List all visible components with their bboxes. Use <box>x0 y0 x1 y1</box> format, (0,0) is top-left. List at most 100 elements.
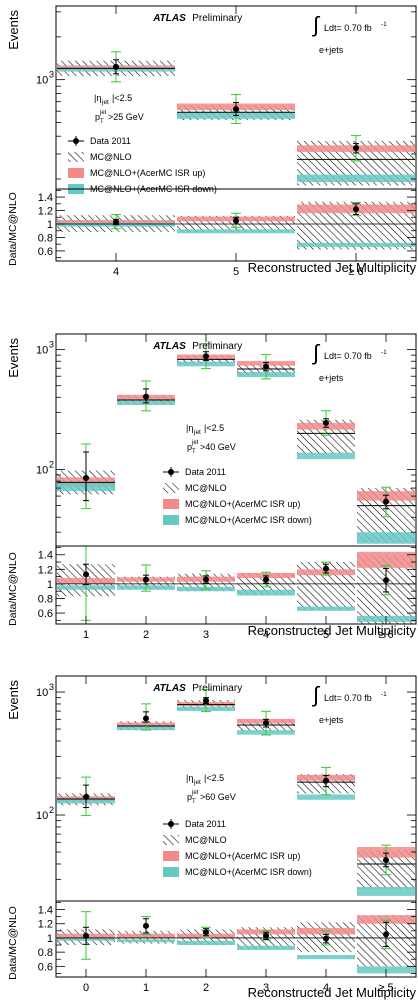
preliminary-label: Preliminary <box>192 683 242 694</box>
channel-label: e+jets <box>319 715 344 725</box>
data-point <box>263 363 269 370</box>
y-axis-title: Events <box>6 680 21 720</box>
legend-data-label: Data 2011 <box>185 819 226 829</box>
cut-pt: p <box>187 792 192 802</box>
isr-down-band <box>357 886 415 896</box>
ratio-isr-down-band <box>117 939 175 943</box>
cut-pt-rest: >25 GeV <box>108 112 144 122</box>
ratio-y-tick-label: 1.4 <box>38 905 53 917</box>
lumi-text: Ldt= 0.70 fb <box>324 23 372 33</box>
legend-isr-down-label: MC@NLO+(AcerMC ISR down) <box>185 515 312 525</box>
y-tick-label: 10 <box>36 687 48 699</box>
ratio-y-axis-title: Data/MC@NLO <box>7 192 19 266</box>
ratio-point <box>83 932 89 939</box>
data-point <box>83 474 89 481</box>
ratio-y-tick-label: 1.2 <box>38 919 53 931</box>
lumi-superscript: -1 <box>381 691 387 698</box>
data-point <box>323 777 329 784</box>
legend-data-label: Data 2011 <box>185 467 226 477</box>
ratio-point <box>83 571 89 578</box>
ratio-y-axis-title: Data/MC@NLO <box>7 552 19 626</box>
legend-isr-up-label: MC@NLO+(AcerMC ISR up) <box>185 851 300 861</box>
x-tick-label: 2 <box>203 982 209 994</box>
ratio-y-tick-label: 0.8 <box>38 947 53 959</box>
ratio-point <box>203 929 209 936</box>
y-tick-label-sup: 2 <box>49 459 54 469</box>
ratio-point <box>323 565 329 572</box>
data-point <box>323 419 329 426</box>
ratio-point <box>383 931 389 938</box>
data-point <box>143 715 149 722</box>
cut-eta-sub: jet <box>193 779 201 786</box>
ratio-point <box>143 576 149 583</box>
cut-eta-sub: jet <box>193 429 201 436</box>
lumi-integral: ∫ <box>311 682 321 707</box>
legend-isr-down-swatch <box>163 515 179 525</box>
legend-isr-down-label: MC@NLO+(AcerMC ISR down) <box>185 867 312 877</box>
legend-isr-up-swatch <box>163 851 179 861</box>
x-tick-label: 4 <box>113 266 119 278</box>
legend-mcnlo-swatch <box>68 152 84 162</box>
ratio-plot: 0.6 0.811.2 1.4 Data/MC@NLO 4 5 ≥ 6Reconstruct… <box>7 188 417 278</box>
lumi-text: Ldt= 0.70 fb <box>324 351 372 361</box>
ratio-isr-down-band <box>237 945 295 951</box>
y-tick-label-sup: 3 <box>49 70 54 80</box>
cut-pt-sup: jet <box>191 440 199 446</box>
x-tick-label: 3 <box>263 982 269 994</box>
ratio-y-tick-label: 0.6 <box>38 961 53 973</box>
legend-mcnlo-swatch <box>163 835 179 845</box>
cut-eta: |η <box>186 773 193 783</box>
ratio-point <box>383 577 389 584</box>
cut-pt-sup: jet <box>99 110 107 116</box>
ratio-plot: 0.6 0.8 1 1.2 1.4 Data/MC@NLO 0 1 2 3 4 ≥ 5Reconstr… <box>7 900 417 1000</box>
x-tick-label: 5 <box>233 266 239 278</box>
ratio-point <box>263 932 269 939</box>
legend-data-marker <box>168 821 174 827</box>
ratio-y-axis-title: Data/MC@NLO <box>7 906 19 980</box>
legend-isr-up-label: MC@NLO+(AcerMC ISR up) <box>90 168 205 178</box>
ratio-plot: 0.6 0.8 1 1.2 1.4 Data/MC@NLO 1 2 3 4 5 ≥ 6Reconstr… <box>7 545 417 641</box>
cut-pt-sup: jet <box>191 790 199 796</box>
data-point <box>263 720 269 727</box>
x-tick-label: 2 <box>143 629 149 641</box>
ratio-y-tick-label: 0.6 <box>38 608 53 620</box>
ratio-isr-down-band <box>297 242 415 247</box>
data-point <box>383 857 389 864</box>
ratio-isr-up-band <box>357 551 415 568</box>
x-tick-label: 1 <box>143 982 149 994</box>
y-tick-label: 10 <box>36 345 48 357</box>
y-tick-label: 10 <box>36 464 48 476</box>
ratio-isr-down-band <box>177 940 235 946</box>
ratio-y-tick-label: 0.8 <box>38 232 53 244</box>
y-tick-label: 10 <box>36 75 48 87</box>
x-axis-title: Reconstructed Jet Multiplicity <box>248 260 417 275</box>
ratio-y-tick-label: 1.2 <box>38 564 53 576</box>
lumi-superscript: -1 <box>381 349 387 356</box>
legend-data-marker <box>73 138 79 144</box>
channel-label: e+jets <box>319 45 344 55</box>
data-point <box>83 794 89 801</box>
data-point <box>383 498 389 505</box>
atlas-label: ATLAS <box>152 13 186 24</box>
ratio-isr-up-band <box>357 915 415 924</box>
cut-pt: p <box>95 112 100 122</box>
panel-1: 10 3 Events ATLAS Preliminary ∫ Ldt= 0.70 fb -1… <box>6 5 417 278</box>
lumi-superscript: -1 <box>381 21 387 28</box>
legend-isr-up-label: MC@NLO+(AcerMC ISR up) <box>185 499 300 509</box>
ratio-point <box>233 217 239 224</box>
legend-isr-up-swatch <box>163 499 179 509</box>
x-tick-label: 1 <box>83 629 89 641</box>
x-tick-label: ≥ 6 <box>348 266 363 278</box>
data-point <box>113 63 119 70</box>
ratio-point <box>323 935 329 942</box>
x-tick-label: ≥ 6 <box>378 629 393 641</box>
x-axis-title: Reconstructed Jet Multiplicity <box>248 985 417 1000</box>
legend-data-marker <box>168 469 174 475</box>
x-axis-title: Reconstructed Jet Multiplicity <box>248 623 417 638</box>
x-tick-label: 3 <box>203 629 209 641</box>
ratio-point <box>113 218 119 225</box>
